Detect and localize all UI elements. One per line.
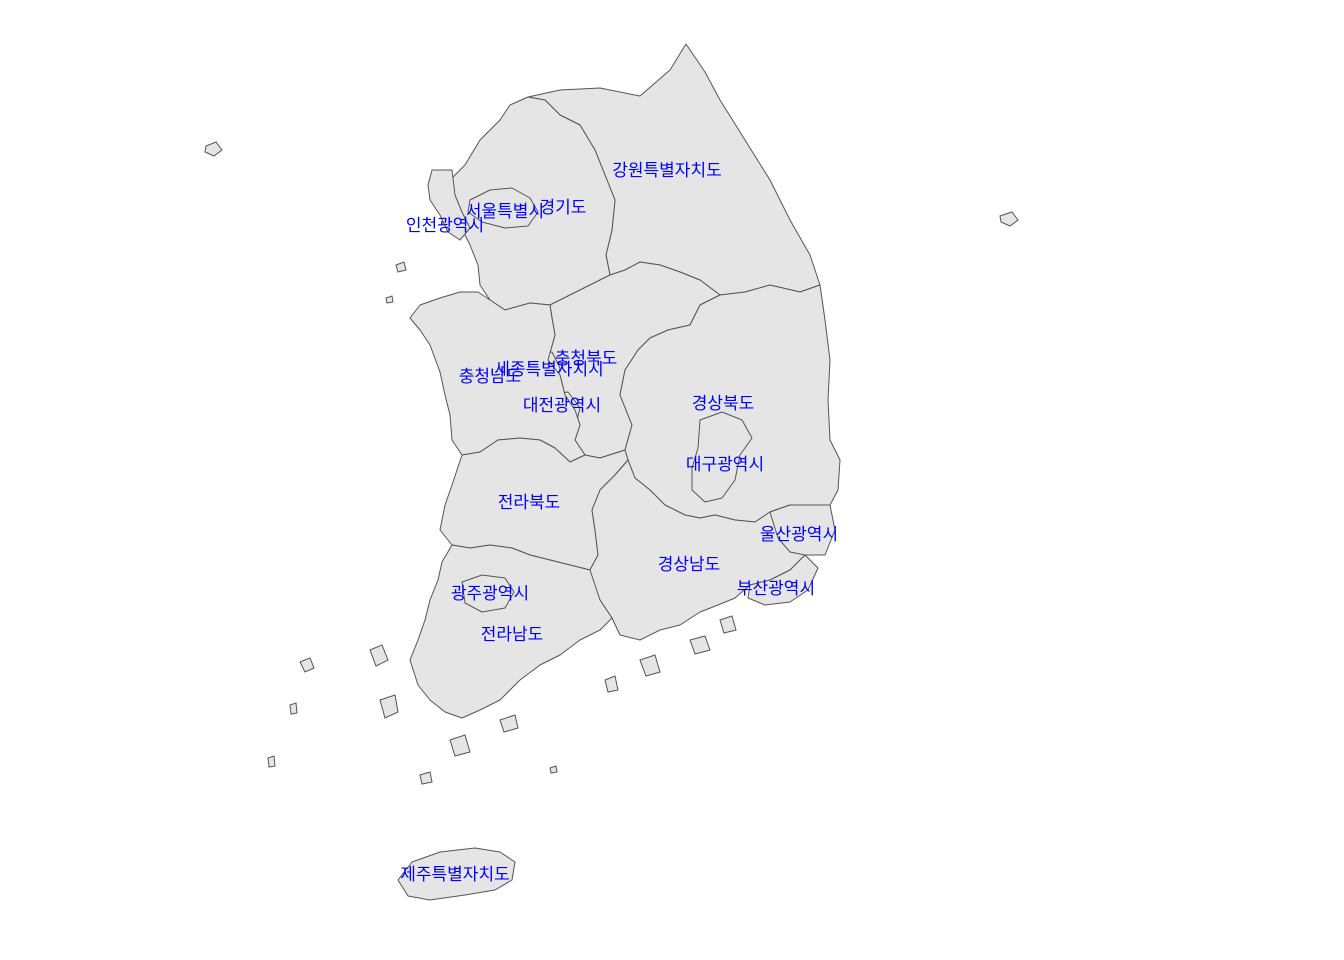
label-daejeon: 대전광역시: [523, 396, 601, 416]
label-gyeongbuk: 경상북도: [692, 394, 755, 414]
label-gyeonggi: 경기도: [540, 198, 587, 218]
label-busan: 부산광역시: [737, 579, 815, 599]
label-gangwon: 강원특별자치도: [612, 161, 721, 181]
label-seoul: 서울특별시: [466, 202, 544, 222]
label-ulsan: 울산광역시: [760, 525, 838, 545]
label-sejong: 세종특별자치시: [494, 360, 603, 380]
region-ulsan[interactable]: [769, 504, 836, 556]
label-incheon: 인천광역시: [406, 216, 484, 236]
region-jeju[interactable]: [397, 847, 516, 901]
label-jeonnam: 전라남도: [481, 625, 544, 645]
region-incheon[interactable]: [427, 169, 471, 241]
label-jeonbuk: 전라북도: [498, 493, 561, 513]
label-chungbuk: 충청북도: [555, 349, 618, 369]
label-jeju: 제주특별자치도: [400, 865, 509, 885]
region-gyeongnam[interactable]: [589, 459, 816, 641]
region-gwangju[interactable]: [461, 574, 515, 613]
region-busan[interactable]: [747, 554, 819, 606]
islands: [204, 141, 1019, 785]
label-daegu: 대구광역시: [686, 455, 764, 475]
region-seoul[interactable]: [467, 187, 539, 229]
label-gwangju: 광주광역시: [451, 584, 529, 604]
region-daegu[interactable]: [691, 411, 753, 503]
label-chungnam: 충청남도: [459, 367, 522, 387]
region-jeonnam[interactable]: [409, 544, 613, 719]
label-gyeongnam: 경상남도: [658, 555, 721, 575]
